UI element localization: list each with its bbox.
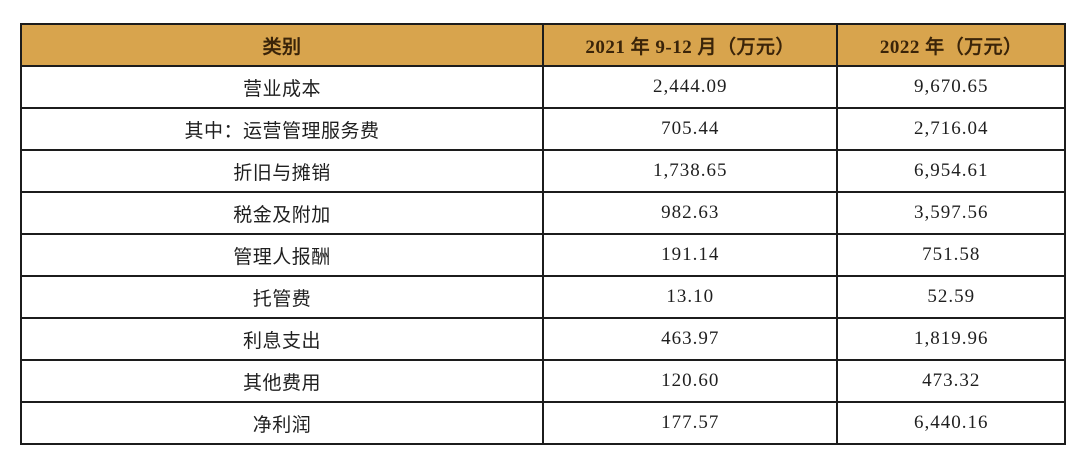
table-row: 净利润 177.57 6,440.16 (20, 401, 1066, 445)
table-row: 利息支出 463.97 1,819.96 (20, 317, 1066, 361)
row-category: 托管费 (20, 275, 544, 319)
row-value-2022: 6,954.61 (836, 149, 1066, 193)
table-row: 托管费 13.10 52.59 (20, 275, 1066, 319)
row-value-2021: 705.44 (541, 107, 839, 151)
row-category: 折旧与摊销 (20, 149, 544, 193)
row-category: 营业成本 (20, 65, 544, 109)
row-value-2022: 751.58 (836, 233, 1066, 277)
table-row: 其中：运营管理服务费 705.44 2,716.04 (20, 107, 1066, 151)
row-value-2022: 3,597.56 (836, 191, 1066, 235)
table-row: 营业成本 2,444.09 9,670.65 (20, 65, 1066, 109)
row-category: 其他费用 (20, 359, 544, 403)
row-value-2022: 1,819.96 (836, 317, 1066, 361)
row-category: 净利润 (20, 401, 544, 445)
row-value-2021: 120.60 (541, 359, 839, 403)
row-category: 管理人报酬 (20, 233, 544, 277)
table-row: 税金及附加 982.63 3,597.56 (20, 191, 1066, 235)
row-value-2022: 52.59 (836, 275, 1066, 319)
row-value-2021: 177.57 (541, 401, 839, 445)
table-row: 管理人报酬 191.14 751.58 (20, 233, 1066, 277)
header-2021-period: 2021 年 9-12 月（万元） (541, 23, 839, 67)
header-category: 类别 (20, 23, 544, 67)
header-2022-period: 2022 年（万元） (836, 23, 1066, 67)
table-row: 其他费用 120.60 473.32 (20, 359, 1066, 403)
row-value-2021: 191.14 (541, 233, 839, 277)
row-category: 税金及附加 (20, 191, 544, 235)
row-value-2022: 9,670.65 (836, 65, 1066, 109)
row-value-2021: 2,444.09 (541, 65, 839, 109)
row-value-2021: 13.10 (541, 275, 839, 319)
financial-summary-table: 类别 2021 年 9-12 月（万元） 2022 年（万元） 营业成本 2,4… (20, 23, 1066, 445)
row-value-2022: 6,440.16 (836, 401, 1066, 445)
row-value-2021: 1,738.65 (541, 149, 839, 193)
row-category: 其中：运营管理服务费 (20, 107, 544, 151)
table-row: 折旧与摊销 1,738.65 6,954.61 (20, 149, 1066, 193)
row-category: 利息支出 (20, 317, 544, 361)
row-value-2022: 2,716.04 (836, 107, 1066, 151)
row-value-2022: 473.32 (836, 359, 1066, 403)
row-value-2021: 982.63 (541, 191, 839, 235)
header-row: 类别 2021 年 9-12 月（万元） 2022 年（万元） (20, 23, 1066, 67)
row-value-2021: 463.97 (541, 317, 839, 361)
